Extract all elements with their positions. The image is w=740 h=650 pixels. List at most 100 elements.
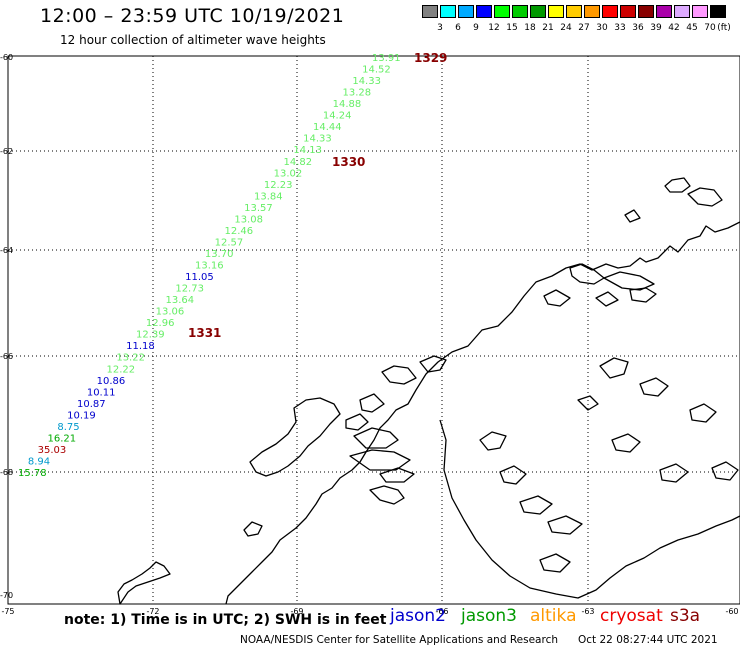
wave-height-value: 14.33 (303, 134, 332, 145)
satellite-cryosat: cryosat (600, 606, 663, 626)
longitude-label: -63 (581, 607, 594, 616)
satellite-jason3: jason3 (461, 606, 517, 626)
wave-height-value: 13.22 (116, 353, 145, 364)
map-frame (7, 55, 740, 605)
page-subtitle: 12 hour collection of altimeter wave hei… (60, 33, 326, 47)
pass-labels: 1329 1330 1331 (188, 51, 447, 340)
wave-height-value: 12.73 (175, 284, 204, 295)
wave-height-value: 12.22 (107, 364, 136, 375)
scale-label: 3 (437, 23, 443, 33)
scale-label: 15 (506, 23, 518, 33)
scale-label: 45 (686, 23, 698, 33)
latitude-label: -60 (0, 53, 13, 62)
wave-height-value: 13.57 (244, 203, 273, 214)
latitude-label: -70 (0, 591, 13, 600)
wave-height-value: 13.84 (254, 191, 283, 202)
scale-swatch (674, 5, 690, 18)
wave-height-value: 16.21 (48, 433, 77, 444)
wave-height-value: 14.24 (323, 111, 352, 122)
wave-height-value: 12.96 (146, 318, 175, 329)
page-title: 12:00 – 23:59 UTC 10/19/2021 (40, 5, 345, 27)
wave-height-value: 10.19 (67, 410, 96, 421)
longitude-label: -66 (435, 607, 448, 616)
scale-swatch (512, 5, 528, 18)
scale-swatch (548, 5, 564, 18)
credit-text: NOAA/NESDIS Center for Satellite Applica… (240, 634, 558, 646)
wave-height-value: 10.11 (87, 387, 116, 398)
scale-label: 33 (614, 23, 626, 33)
wave-height-value: 12.23 (264, 180, 293, 191)
wave-height-value: 8.75 (57, 422, 79, 433)
scale-label: 12 (488, 23, 500, 33)
wave-height-value: 12.39 (136, 330, 165, 341)
graticule (8, 56, 740, 604)
scale-swatch (584, 5, 600, 18)
scale-label: 30 (596, 23, 608, 33)
scale-label: 9 (473, 23, 479, 33)
pass-number-label: 1331 (188, 326, 221, 340)
scale-label: 21 (542, 23, 554, 33)
wave-height-value: 14.82 (284, 157, 313, 168)
scale-label: 24 (560, 23, 572, 33)
observation-track: 13.9114.5214.3313.2814.8814.2414.4414.33… (18, 53, 401, 479)
footer: NOAA/NESDIS Center for Satellite Applica… (240, 634, 718, 646)
longitude-label: -75 (1, 607, 14, 616)
wave-height-value: 14.13 (293, 145, 322, 156)
scale-swatch (620, 5, 636, 18)
wave-height-value: 14.88 (333, 99, 362, 110)
latitude-axis: -60 -62 -64 -66 -68 -70 (0, 53, 13, 600)
scale-label: 70 (704, 23, 716, 33)
scale-swatch (440, 5, 456, 18)
wave-height-value: 13.91 (372, 53, 401, 64)
wave-height-value: 14.33 (352, 76, 381, 87)
satellite-altika: altika (530, 606, 577, 626)
wave-height-value: 13.70 (205, 249, 234, 260)
wave-height-value: 12.46 (225, 226, 254, 237)
satellite-jason2: jason2 (390, 606, 446, 626)
scale-swatch (638, 5, 654, 18)
longitude-axis: -75 -72 -69 -66 -63 -60 (1, 607, 738, 616)
scale-swatch (692, 5, 708, 18)
latitude-label: -64 (0, 246, 13, 255)
wave-height-value: 13.16 (195, 261, 224, 272)
scale-label: 42 (668, 23, 680, 33)
scale-swatch (458, 5, 474, 18)
generated-timestamp: Oct 22 08:27:44 UTC 2021 (578, 634, 718, 646)
wave-height-value: 10.87 (77, 399, 106, 410)
scale-swatch (710, 5, 726, 18)
scale-swatch (566, 5, 582, 18)
scale-swatch (494, 5, 510, 18)
wave-height-value: 15.78 (18, 468, 47, 479)
wave-height-value: 13.02 (274, 168, 303, 179)
wave-height-value: 10.86 (97, 376, 126, 387)
scale-swatch (530, 5, 546, 18)
scale-unit: (ft) (717, 23, 731, 33)
scale-swatch (476, 5, 492, 18)
coastlines (117, 177, 740, 605)
wave-height-value: 13.28 (343, 88, 372, 99)
scale-label: 39 (650, 23, 662, 33)
wave-height-value: 8.94 (28, 456, 50, 467)
latitude-label: -62 (0, 147, 13, 156)
latitude-label: -68 (0, 468, 13, 477)
scale-label: 6 (455, 23, 461, 33)
wave-height-value: 14.52 (362, 65, 391, 76)
scale-swatch (602, 5, 618, 18)
scale-swatch (422, 5, 438, 18)
scale-label: 27 (578, 23, 590, 33)
wave-height-value: 13.08 (234, 214, 263, 225)
latitude-label: -66 (0, 352, 13, 361)
units-note: note: 1) Time is in UTC; 2) SWH is in fe… (64, 612, 387, 628)
satellite-s3a: s3a (670, 606, 701, 626)
scale-label: 36 (632, 23, 644, 33)
longitude-label: -69 (290, 607, 303, 616)
scale-swatch (656, 5, 672, 18)
wave-height-value: 11.05 (185, 272, 214, 283)
wave-height-value: 35.03 (38, 445, 67, 456)
wave-height-value: 12.57 (215, 237, 244, 248)
pass-number-label: 1330 (332, 155, 365, 169)
longitude-label: -72 (146, 607, 159, 616)
wave-height-value: 11.18 (126, 341, 155, 352)
